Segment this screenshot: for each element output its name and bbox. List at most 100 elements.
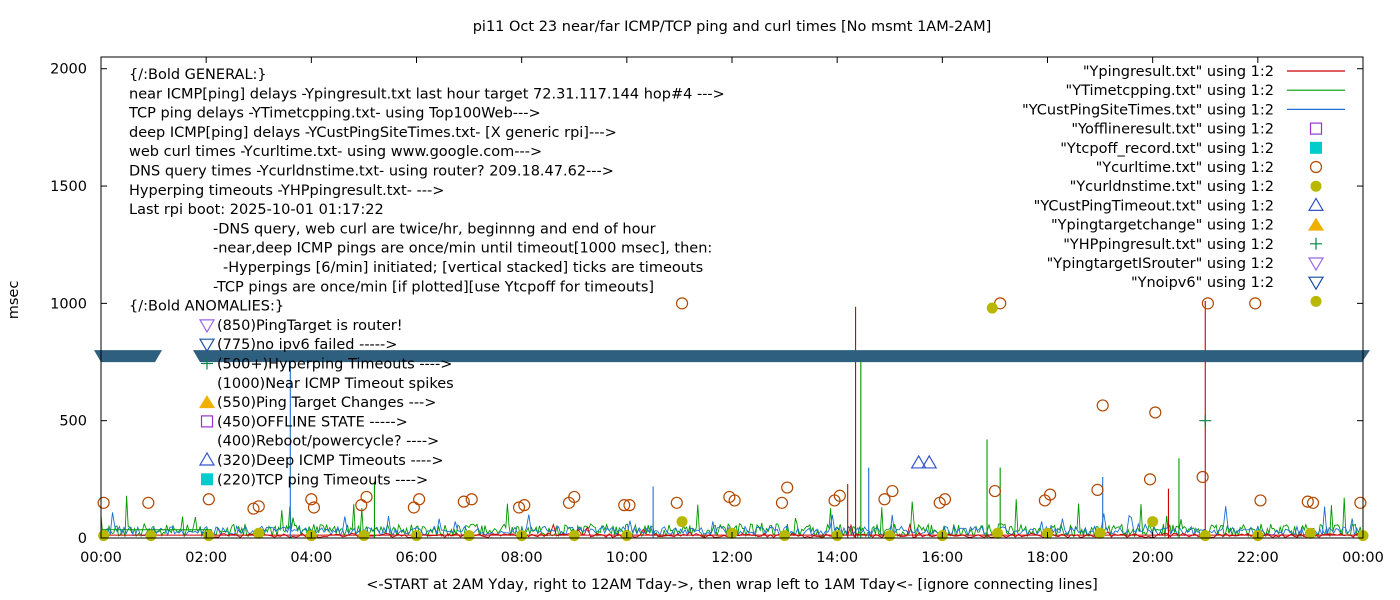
point-23 — [775, 496, 789, 509]
legend-label-4: "Ytcpoff_record.txt" using 1:2 — [1060, 141, 1274, 157]
point-3 — [247, 502, 260, 515]
point-45 — [1354, 496, 1367, 509]
annotation-line-7: Last rpi boot: 2025-10-01 01:17:22 — [129, 202, 384, 218]
annotation-marker-14 — [198, 338, 216, 353]
annotation-line-4: web curl times -Ycurltime.txt- using www… — [129, 144, 542, 160]
annotation-block: {/:Bold GENERAL:} near ICMP[ping] delays … — [128, 67, 725, 488]
point-9 — [407, 501, 420, 514]
point-73 — [921, 454, 938, 469]
point-48 — [203, 530, 215, 542]
legend-swatch-8 — [1308, 217, 1324, 231]
point-57 — [676, 516, 688, 528]
point-37 — [1143, 473, 1157, 486]
x-tick-label-6: 12:00 — [711, 550, 753, 566]
annotation-marker-15 — [201, 357, 213, 370]
x-tick-label-5: 10:00 — [606, 550, 648, 566]
annotation-line-8: -DNS query, web curl are twice/hr, begin… — [213, 221, 656, 237]
point-30 — [938, 493, 952, 506]
point-19 — [670, 496, 683, 509]
point-8 — [360, 490, 373, 504]
point-39 — [1196, 470, 1209, 484]
point-51 — [358, 530, 370, 542]
point-4 — [252, 500, 265, 513]
point-38 — [1149, 406, 1162, 419]
x-tick-label-3: 06:00 — [396, 550, 438, 566]
point-16 — [568, 490, 581, 504]
legend-swatch-6 — [1310, 180, 1322, 192]
point-66 — [1094, 527, 1106, 539]
point-49 — [253, 527, 265, 539]
point-20 — [675, 297, 689, 310]
legend-label-9: "YHPpingresult.txt" using 1:2 — [1063, 237, 1274, 253]
legend: "Ypingresult.txt" using 1:2 "YTimetcpping… — [1022, 64, 1345, 307]
x-tick-label-10: 20:00 — [1132, 550, 1174, 566]
y-tick-label-4: 2000 — [50, 62, 87, 78]
point-53 — [463, 530, 475, 542]
point-36 — [1096, 399, 1109, 412]
annotation-marker-13 — [198, 319, 216, 334]
point-17 — [618, 499, 631, 512]
legend-swatch-5 — [1309, 160, 1323, 174]
legend-label-5: "Ycurltime.txt" using 1:2 — [1096, 160, 1274, 176]
annotation-line-17: (550)Ping Target Changes ---> — [217, 395, 436, 411]
annotation-line-1: near ICMP[ping] delays -Ypingresult.txt … — [129, 86, 725, 102]
annotation-line-20: (320)Deep ICMP Timeouts ----> — [217, 453, 444, 469]
x-tick-label-7: 14:00 — [816, 550, 858, 566]
point-41 — [1249, 297, 1262, 310]
point-6 — [307, 501, 321, 514]
annotation-marker-21 — [201, 473, 213, 486]
y-tick-label-2: 1000 — [50, 296, 87, 312]
y-axis-label: msec — [6, 281, 22, 320]
point-44 — [1306, 496, 1320, 509]
annotation-line-0: {/:Bold GENERAL:} — [129, 67, 267, 83]
point-2 — [202, 493, 215, 506]
annotation-line-5: DNS query times -Ycurldnstime.txt- using… — [129, 164, 614, 180]
point-68 — [1199, 530, 1211, 542]
legend-swatch-4 — [1310, 141, 1322, 154]
axes: 00:00 02:00 04:00 06:00 08:00 10:00 12:00 14:00… — [50, 56, 1384, 566]
legend-label-6: "Ycurldnstime.txt" using 1:2 — [1070, 179, 1274, 195]
point-35 — [1091, 483, 1104, 496]
point-31 — [988, 484, 1002, 498]
legend-label-2: "YCustPingSiteTimes.txt" using 1:2 — [1022, 102, 1274, 118]
point-59 — [779, 530, 791, 542]
x-tick-label-0: 00:00 — [80, 550, 122, 566]
point-5 — [305, 493, 318, 506]
legend-extra-marker — [1310, 295, 1322, 307]
point-74 — [1199, 414, 1212, 427]
point-43 — [1301, 495, 1314, 508]
annotation-line-6: Hyperping timeouts -YHPpingresult.txt- -… — [129, 183, 444, 199]
annotation-line-19: (400)Reboot/powercycle? ----> — [217, 434, 439, 450]
annotation-line-2: TCP ping delays -YTimetcpping.txt- using… — [128, 106, 541, 122]
point-1 — [142, 496, 155, 509]
y-tick-label-3: 1500 — [50, 179, 87, 195]
point-13 — [512, 501, 526, 514]
x-axis-label: <-START at 2AM Yday, right to 12AM Tday-… — [366, 577, 1098, 593]
point-55 — [568, 530, 580, 542]
point-26 — [833, 489, 846, 502]
point-18 — [623, 499, 636, 512]
break-band-right — [193, 350, 1370, 363]
legend-swatch-11 — [1307, 276, 1325, 291]
annotation-line-9: -near,deep ICMP pings are once/min until… — [213, 241, 712, 257]
legend-label-11: "Ynoipv6" using 1:2 — [1131, 275, 1274, 291]
annotation-line-10: -Hyperpings [6/min] initiated; [vertical… — [223, 260, 703, 276]
legend-label-3: "Yofflineresult.txt" using 1:2 — [1071, 122, 1274, 138]
x-tick-label-2: 04:00 — [290, 550, 332, 566]
point-63 — [986, 302, 998, 314]
point-11 — [457, 495, 470, 508]
point-72 — [910, 454, 927, 469]
point-46 — [98, 530, 110, 542]
point-40 — [1201, 297, 1214, 310]
x-tick-label-8: 16:00 — [921, 550, 963, 566]
legend-label-0: "Ypingresult.txt" using 1:2 — [1083, 64, 1274, 80]
legend-label-10: "YpingtargetISrouter" using 1:2 — [1047, 256, 1274, 272]
legend-swatch-7 — [1307, 197, 1325, 211]
x-tick-label-11: 22:00 — [1237, 550, 1279, 566]
point-47 — [145, 530, 157, 542]
annotation-line-13: (850)PingTarget is router! — [217, 318, 403, 334]
legend-swatch-9 — [1310, 237, 1322, 250]
point-42 — [1254, 494, 1267, 507]
point-27 — [878, 493, 891, 506]
